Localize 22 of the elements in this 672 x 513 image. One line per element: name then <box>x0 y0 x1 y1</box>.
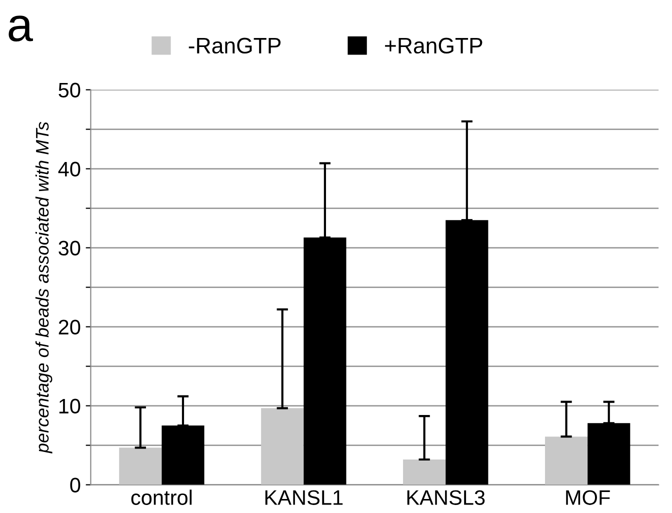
legend-label: -RanGTP <box>188 38 281 54</box>
x-tick-label: MOF <box>566 490 610 505</box>
bar <box>446 220 488 485</box>
x-tick-label: KANSL1 <box>265 490 343 505</box>
bar <box>588 423 630 485</box>
bar <box>261 408 304 485</box>
y-tick-label: 30 <box>58 240 80 256</box>
bar <box>162 426 204 485</box>
y-tick-label: 20 <box>58 320 80 335</box>
bar <box>304 238 346 485</box>
bar <box>119 448 162 485</box>
legend-label: +RanGTP <box>385 38 482 54</box>
x-tick-label: control <box>131 490 192 505</box>
y-tick-label: 50 <box>58 82 80 98</box>
y-tick-label: 0 <box>70 478 80 493</box>
y-axis-title: percentage of beads associated with MTs <box>35 122 52 454</box>
bar <box>403 460 446 485</box>
y-tick-label: 40 <box>58 162 80 177</box>
text: a <box>8 16 33 42</box>
bar <box>544 436 588 485</box>
y-tick-label: 10 <box>59 398 80 414</box>
x-tick-label: KANSL3 <box>407 490 485 505</box>
